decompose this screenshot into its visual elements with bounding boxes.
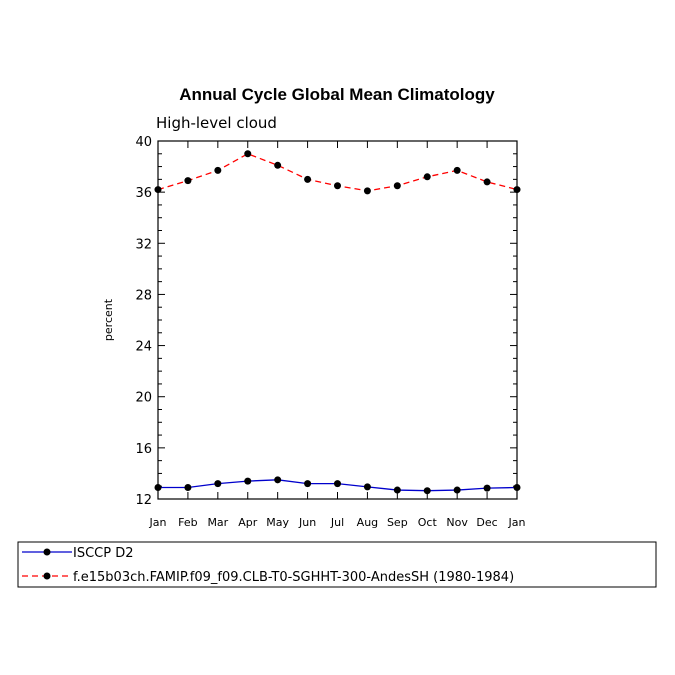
- data-point-series-0: [214, 480, 222, 488]
- data-point-series-0: [274, 476, 282, 484]
- y-tick-label: 28: [135, 288, 152, 303]
- data-point-series-0: [483, 484, 491, 492]
- x-tick-label: Jan: [149, 516, 167, 529]
- data-point-series-0: [393, 486, 401, 494]
- data-point-series-1: [304, 175, 312, 183]
- chart-subtitle: High-level cloud: [156, 114, 277, 132]
- data-point-series-0: [513, 483, 521, 491]
- data-point-series-0: [334, 480, 341, 488]
- y-tick-label: 32: [135, 237, 152, 252]
- x-tick-label: Nov: [446, 516, 468, 529]
- plot-frame: [157, 140, 518, 500]
- data-point-series-1: [423, 173, 431, 181]
- y-tick-label: 20: [135, 391, 152, 406]
- x-tick-label: Dec: [476, 516, 497, 529]
- data-point-series-1: [393, 182, 401, 190]
- legend: ISCCP D2 f.e15b03ch.FAMIP.f09_f09.CLB-T0…: [17, 541, 657, 588]
- chart-title: Annual Cycle Global Mean Climatology: [179, 85, 495, 104]
- data-point-series-0: [363, 483, 371, 491]
- legend-marker-model: [43, 572, 51, 580]
- y-tick-label: 36: [135, 186, 152, 201]
- x-tick-label: Jun: [298, 516, 316, 529]
- data-point-series-0: [184, 483, 192, 491]
- x-tick-label: Feb: [178, 516, 197, 529]
- x-tick-label: Apr: [238, 516, 258, 529]
- x-tick-label: Jan: [508, 516, 526, 529]
- data-point-series-1: [453, 166, 461, 174]
- x-tick-label: Jul: [330, 516, 344, 529]
- data-point-series-1: [363, 187, 371, 195]
- x-tick-label: Mar: [207, 516, 228, 529]
- data-point-series-1: [214, 166, 222, 174]
- y-tick-label: 16: [135, 442, 152, 457]
- legend-label-model: f.e15b03ch.FAMIP.f09_f09.CLB-T0-SGHHT-30…: [73, 570, 514, 585]
- plot-area: 12 16 20 24 28 32 36 40 Jan Feb Mar Apr May Jun Jul Aug…: [135, 135, 525, 529]
- data-point-series-0: [453, 486, 461, 494]
- y-tick-label: 40: [135, 135, 152, 150]
- data-point-series-1: [154, 186, 162, 194]
- x-tick-label: Oct: [418, 516, 438, 529]
- y-tick-label: 12: [135, 493, 152, 508]
- data-point-series-0: [154, 483, 162, 491]
- x-tick-label: May: [266, 516, 289, 529]
- legend-marker-isccp: [43, 548, 51, 556]
- y-axis-label: percent: [102, 298, 115, 341]
- data-point-series-1: [184, 177, 192, 185]
- data-point-series-1: [334, 182, 341, 190]
- data-point-series-0: [244, 477, 252, 485]
- data-point-series-1: [513, 186, 521, 194]
- y-tick-label: 24: [135, 340, 152, 355]
- legend-label-isccp: ISCCP D2: [73, 546, 134, 561]
- data-point-series-1: [483, 178, 491, 186]
- x-tick-label: Aug: [357, 516, 378, 529]
- data-point-series-1: [274, 161, 282, 169]
- x-tick-label: Sep: [387, 516, 408, 529]
- data-point-series-0: [304, 480, 312, 488]
- legend-box: [17, 541, 657, 588]
- data-point-series-1: [244, 150, 252, 158]
- data-point-series-0: [423, 487, 431, 495]
